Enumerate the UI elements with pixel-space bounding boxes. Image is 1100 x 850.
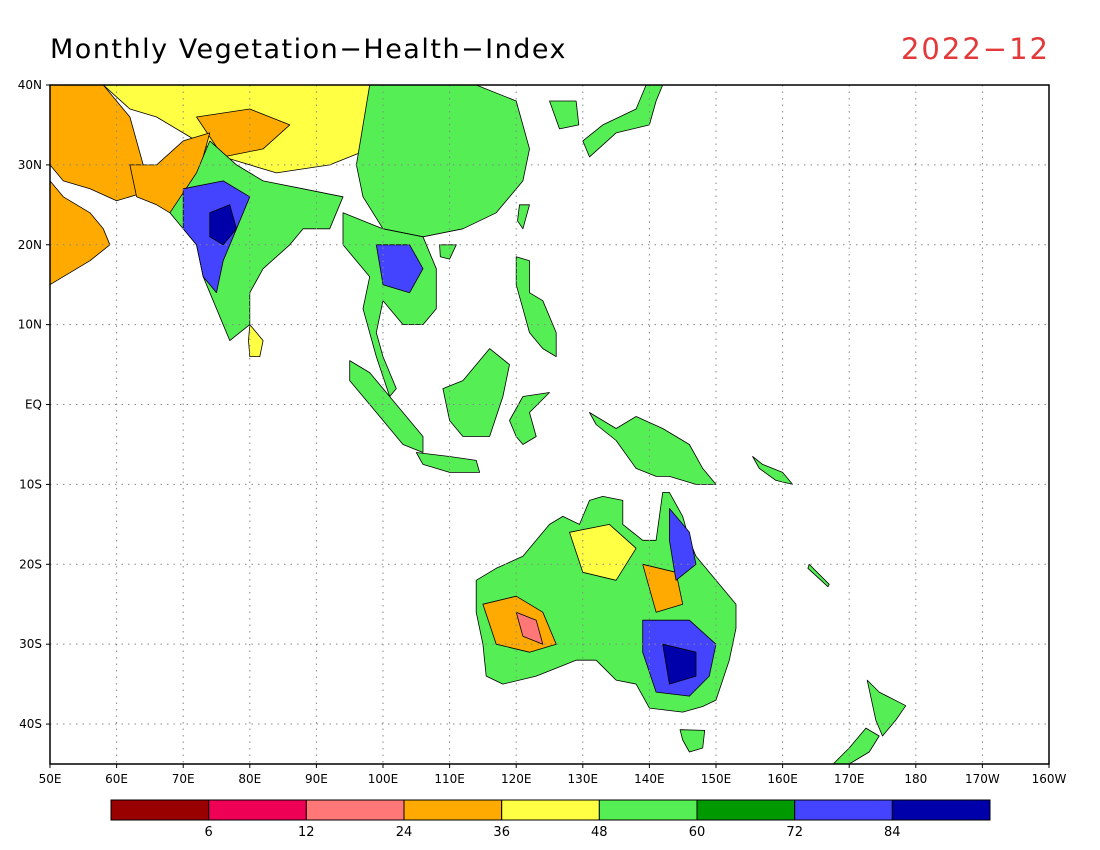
- region-australia-north-yellow: [569, 524, 637, 581]
- lat-tick-label: 40N: [18, 78, 42, 92]
- region-sri-lanka: [248, 324, 264, 358]
- region-nz-north: [866, 679, 907, 737]
- colorbar-label: 12: [298, 825, 315, 840]
- colorbar-swatch: [403, 799, 503, 821]
- colorbar-swatch: [696, 799, 796, 821]
- lat-tick-label: 10S: [19, 477, 42, 491]
- colorbar-label: 60: [689, 825, 706, 840]
- colorbar-label: 48: [591, 825, 608, 840]
- lon-tick-label: 90E: [305, 772, 328, 786]
- region-arabia: [50, 180, 111, 286]
- lat-tick-label: 40S: [19, 717, 42, 731]
- lat-tick-label: 30N: [18, 158, 42, 172]
- region-borneo: [442, 348, 510, 437]
- lon-tick-label: 70E: [172, 772, 195, 786]
- lon-tick-label: 180: [904, 772, 927, 786]
- lat-tick-label: 20N: [18, 238, 42, 252]
- colorbar-label: 84: [884, 825, 901, 840]
- colorbar-label: 36: [493, 825, 510, 840]
- region-hainan: [439, 244, 457, 260]
- colorbar-swatch: [208, 799, 307, 821]
- region-new-caledonia: [807, 563, 830, 588]
- lon-tick-label: 170E: [834, 772, 865, 786]
- region-java: [415, 452, 481, 473]
- region-australia-wa-red: [515, 611, 544, 645]
- colorbar-swatch: [305, 799, 405, 821]
- lat-tick-label: 30S: [19, 637, 42, 651]
- region-india-deep: [209, 204, 237, 246]
- region-australia-east-orange: [642, 563, 684, 613]
- colorbar-swatch: [110, 799, 210, 821]
- lat-tick-label: EQ: [25, 398, 42, 412]
- lon-tick-label: 170W: [965, 772, 1000, 786]
- region-sumatra: [349, 360, 424, 453]
- colorbar-label: 24: [396, 825, 413, 840]
- lon-tick-label: 100E: [368, 772, 399, 786]
- region-korea: [549, 100, 580, 130]
- lat-tick-label: 20S: [19, 557, 42, 571]
- region-solomons: [752, 456, 793, 485]
- map-date: 2022−12: [900, 32, 1050, 66]
- lon-tick-label: 110E: [434, 772, 465, 786]
- colorbar-swatch: [501, 799, 600, 821]
- region-australia-qld-blue: [669, 507, 697, 581]
- colorbar-swatch: [794, 799, 893, 821]
- region-philippines: [515, 256, 557, 358]
- lon-tick-label: 160E: [767, 772, 798, 786]
- colorbar-swatch: [598, 799, 698, 821]
- lon-tick-label: 120E: [501, 772, 532, 786]
- region-china-east: [355, 85, 530, 238]
- colorbar-swatch: [891, 799, 991, 821]
- region-indochina-blue: [375, 244, 424, 294]
- colorbar-label: 72: [786, 825, 803, 840]
- region-nz-south: [832, 727, 880, 764]
- lon-tick-label: 50E: [39, 772, 62, 786]
- lon-tick-label: 130E: [568, 772, 599, 786]
- region-new-guinea: [589, 412, 717, 485]
- map-title: Monthly Vegetation−Health−Index: [50, 34, 568, 65]
- region-sulawesi: [509, 392, 550, 445]
- lon-tick-label: 80E: [238, 772, 261, 786]
- lon-tick-label: 60E: [105, 772, 128, 786]
- lon-tick-label: 150E: [701, 772, 732, 786]
- colorbar-label: 6: [205, 825, 213, 840]
- lon-tick-label: 160W: [1032, 772, 1067, 786]
- region-japan: [582, 85, 664, 158]
- lat-tick-label: 10N: [18, 318, 42, 332]
- map-frame: [49, 84, 1050, 765]
- region-tasmania: [679, 729, 706, 753]
- region-taiwan: [517, 204, 530, 230]
- lon-tick-label: 140E: [634, 772, 665, 786]
- region-australia-se-deep: [662, 643, 697, 685]
